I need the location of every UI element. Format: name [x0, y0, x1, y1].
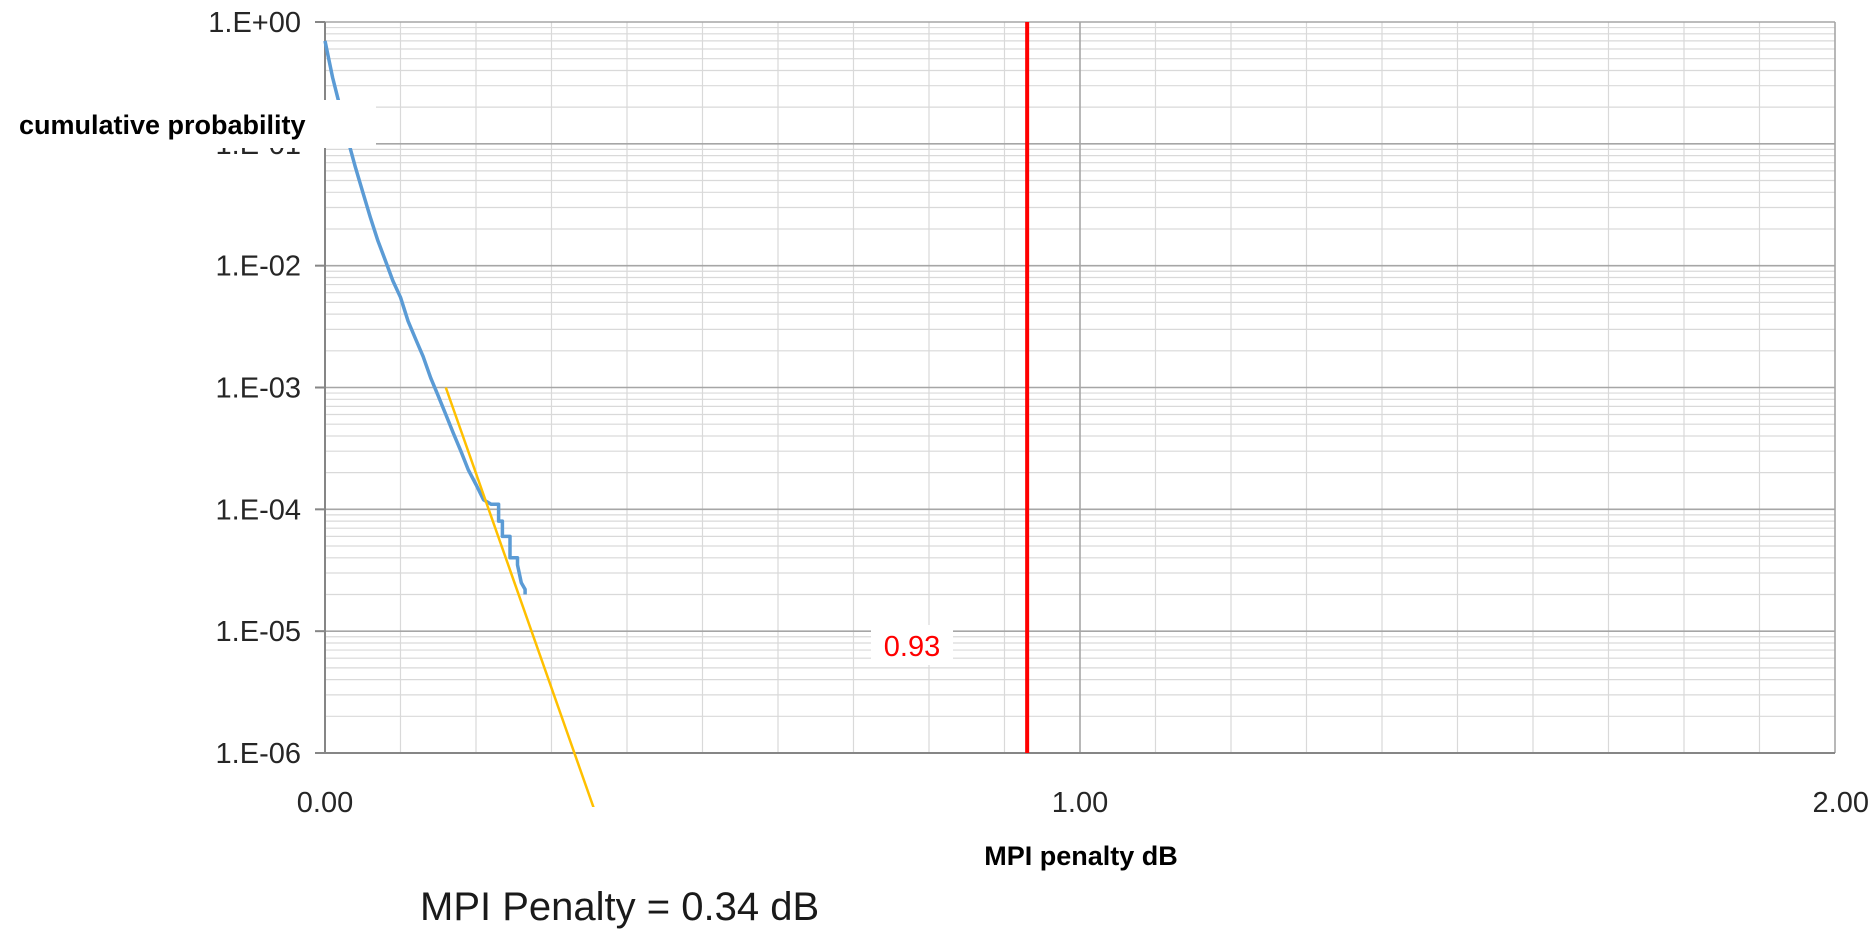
- y-axis-title-background: [6, 100, 376, 148]
- y-tick-label: 1.E-06: [216, 738, 301, 770]
- x-tick-label: 1.00: [1052, 787, 1108, 819]
- y-tick-label: 1.E-05: [216, 616, 301, 648]
- y-axis-title: cumulative probability: [19, 110, 306, 140]
- x-tick-labels: 0.00 1.00 2.00: [297, 787, 1869, 819]
- y-tick-label: 1.E-03: [216, 373, 301, 405]
- fitted-trend-line: [444, 387, 595, 807]
- reference-line-label: 0.93: [884, 631, 940, 663]
- x-tick-label: 0.00: [297, 787, 353, 819]
- mpi-penalty-footer: MPI Penalty = 0.34 dB: [420, 885, 819, 929]
- y-tick-label: 1.E+00: [208, 7, 301, 39]
- y-tick-label: 1.E-04: [216, 494, 301, 526]
- x-axis-title: MPI penalty dB: [984, 841, 1178, 871]
- reference-line-label-background: [871, 625, 953, 665]
- series-layer: [323, 40, 595, 807]
- x-tick-label: 2.00: [1813, 787, 1869, 819]
- y-tick-label: 1.E-02: [216, 251, 301, 283]
- measured-series-line: [323, 40, 527, 595]
